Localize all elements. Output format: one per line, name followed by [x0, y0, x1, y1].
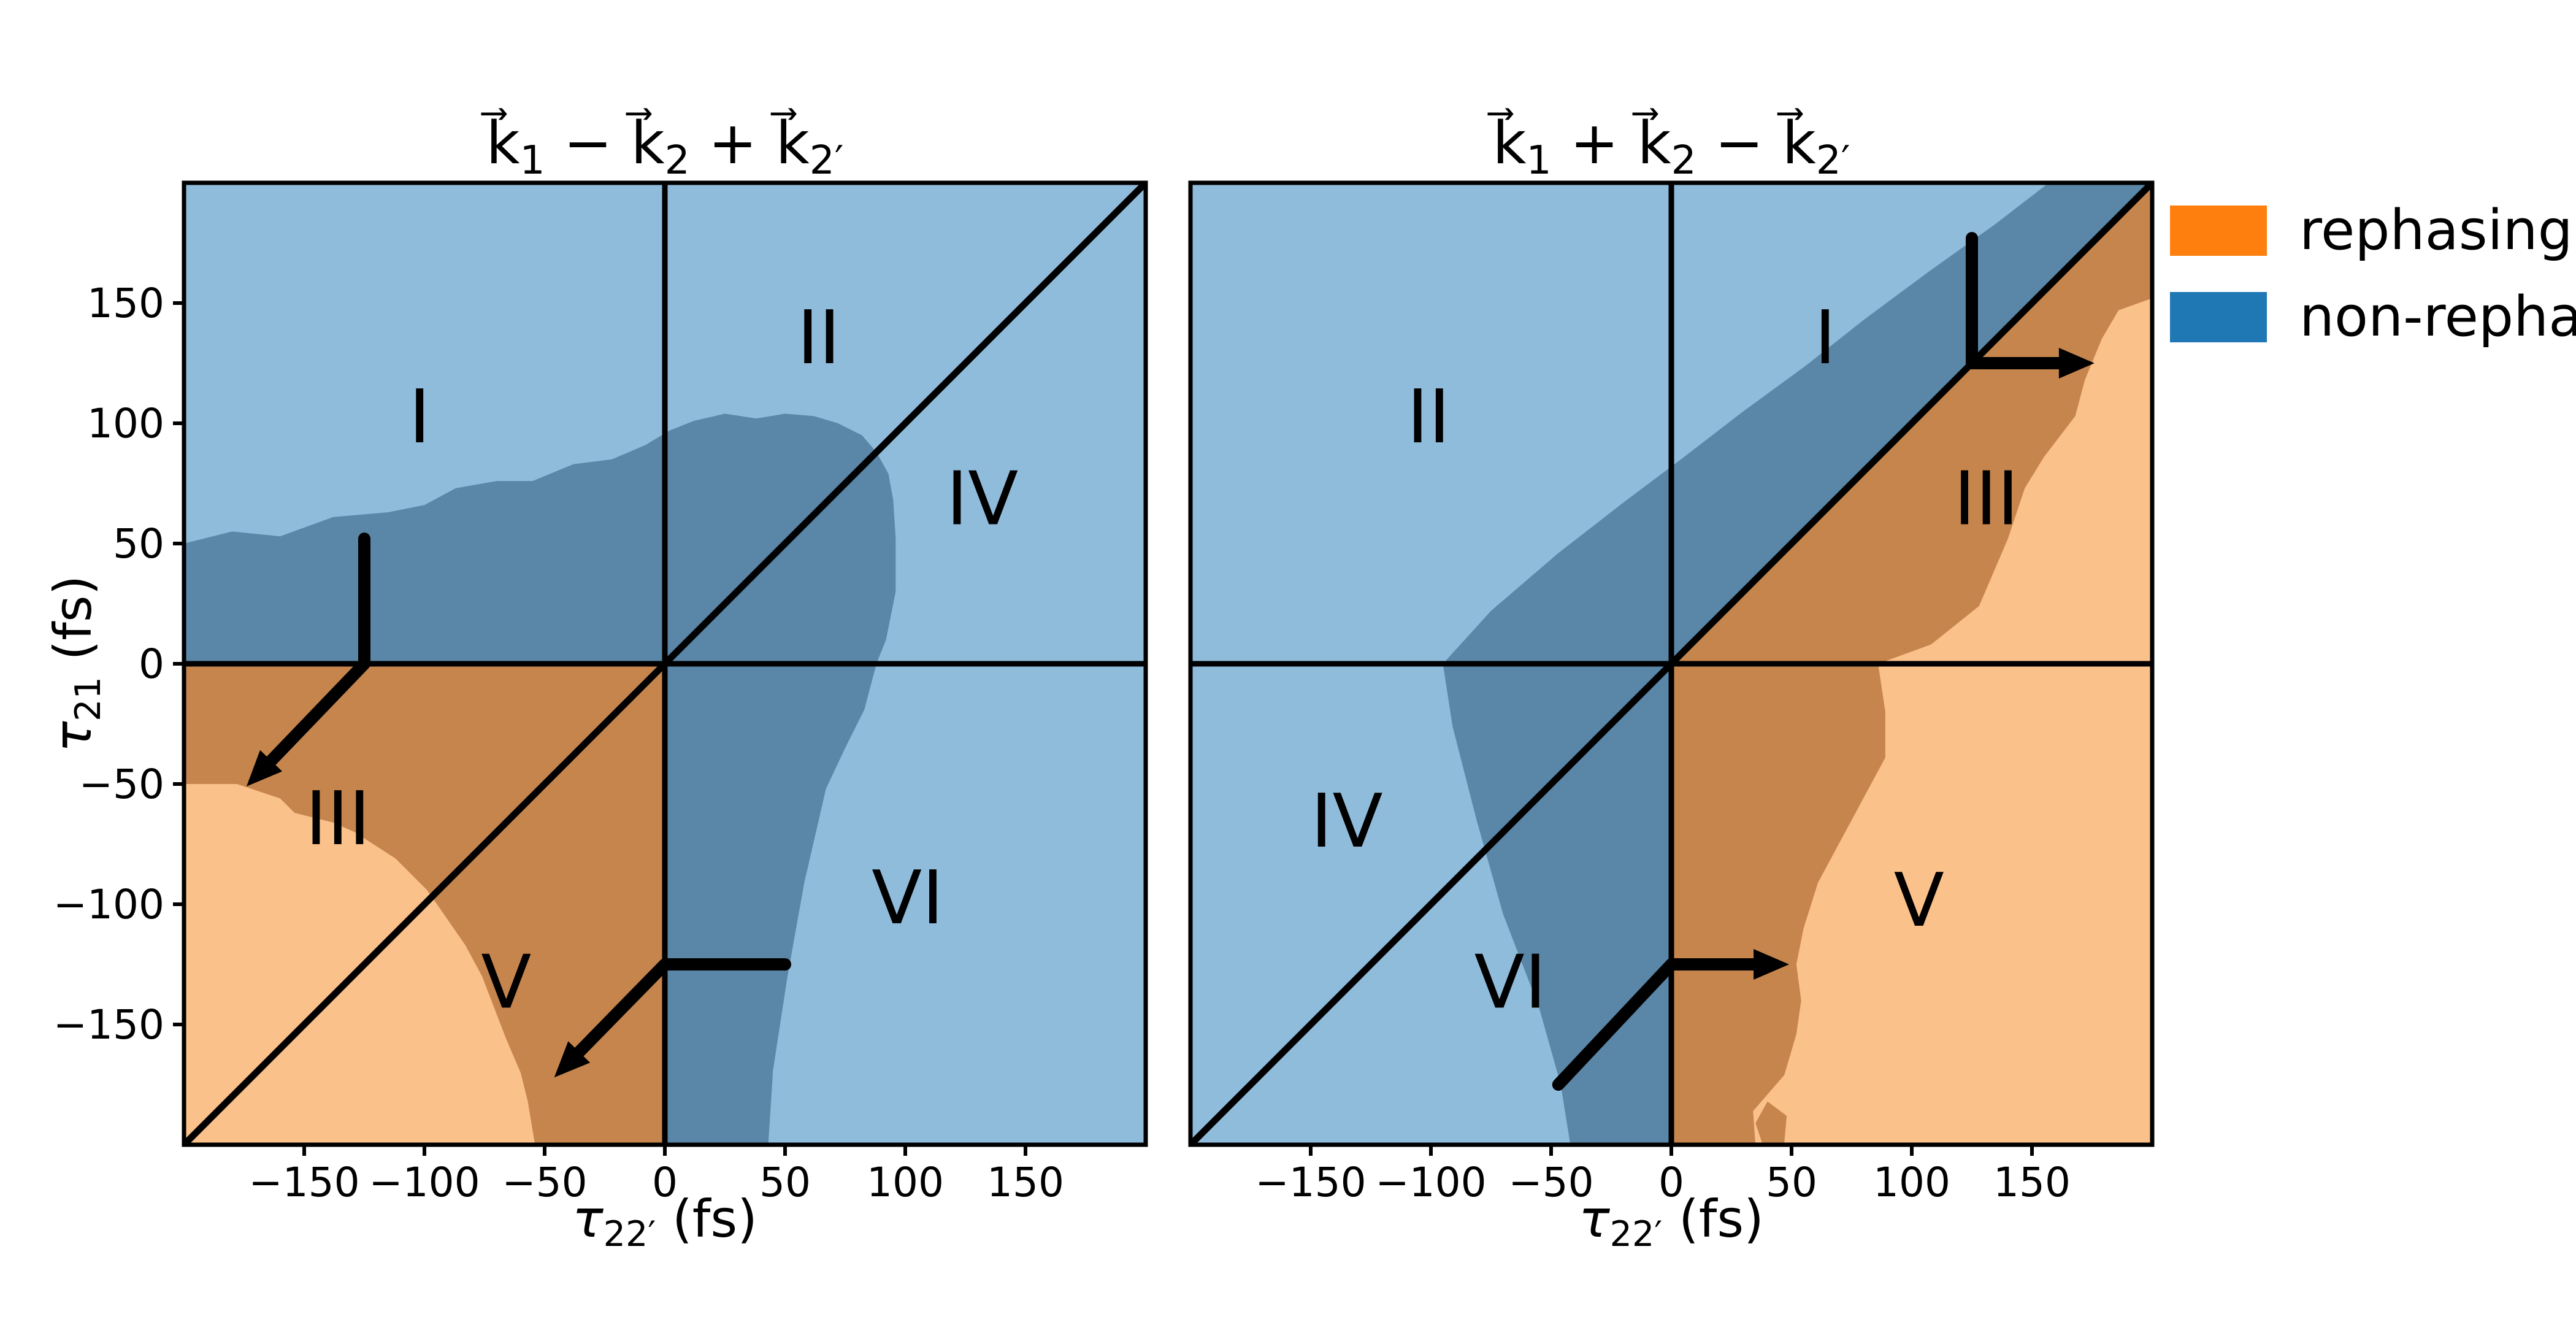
legend-item-non-rephasing: non-rephasing	[2170, 285, 2576, 349]
pulse-arrow-head	[2058, 348, 2095, 379]
pulse-arrow-head	[554, 1041, 591, 1078]
x-tick-label: 50	[1766, 1159, 1817, 1206]
legend-swatch-non-rephasing	[2170, 292, 2267, 342]
panel-title: k⃗1 − k⃗2 + k⃗2′	[481, 108, 843, 183]
region-label-IV: IV	[1311, 779, 1382, 864]
panel-left: −150 −100 −50 0 50 100 150150100500−50−100−150…	[43, 108, 1148, 1255]
region-label-III: III	[305, 777, 370, 862]
x-tick-label: 0	[652, 1159, 678, 1206]
pulse-arrow-shaft	[1552, 958, 1764, 1091]
x-tick-label: 50	[759, 1159, 811, 1206]
pulse-arrow-head	[1754, 949, 1790, 980]
legend: rephasing non-rephasing	[2170, 198, 2576, 349]
diagonal-line	[1190, 183, 2152, 1145]
panel-fills	[1190, 183, 2152, 1145]
region-label-II: II	[1407, 375, 1451, 460]
y-axis-label: τ21 (fs)	[43, 575, 109, 753]
panel-fills	[184, 183, 1146, 1145]
pulse-arrow-shaft	[262, 532, 370, 770]
pulse-arrow-head	[246, 750, 283, 786]
panel-right: −150 −100 −50 0 50 100 150 k⃗1 + k⃗2 − k⃗2′ τ22′…	[1188, 108, 2155, 1255]
x-tick-label: 150	[1993, 1159, 2071, 1206]
region-fill-dark_blue	[1443, 183, 2152, 1145]
region-label-II: II	[797, 296, 840, 381]
x-tick-label: −100	[1375, 1159, 1486, 1206]
x-tick-label: 100	[867, 1159, 944, 1206]
x-axis-label: τ22′ (fs)	[572, 1189, 757, 1255]
x-tick-label: −100	[369, 1159, 480, 1206]
pulse-arrow-shaft	[570, 958, 791, 1061]
region-label-I: I	[1814, 296, 1836, 381]
panel-title: k⃗1 + k⃗2 − k⃗2′	[1487, 108, 1850, 183]
legend-item-rephasing: rephasing	[2170, 198, 2576, 263]
region-fill-dark_orange	[1671, 183, 2152, 1145]
x-axis-label: τ22′ (fs)	[1579, 1189, 1764, 1255]
region-label-IV: IV	[946, 457, 1018, 542]
region-label-VI: VI	[1474, 940, 1546, 1025]
x-tick-label: 150	[987, 1159, 1064, 1206]
y-tick-label: 50	[113, 520, 164, 567]
x-tick-label: −150	[1255, 1159, 1366, 1206]
region-label-III: III	[1953, 457, 2018, 542]
y-tick-label: 100	[87, 400, 164, 447]
region-label-I: I	[408, 375, 430, 460]
x-tick-label: −50	[1508, 1159, 1593, 1206]
x-tick-label: 100	[1873, 1159, 1950, 1206]
legend-label-rephasing: rephasing	[2299, 198, 2573, 263]
y-tick-label: 0	[139, 640, 164, 688]
y-tick-label: −100	[53, 881, 164, 928]
y-tick-label: −50	[79, 761, 164, 808]
region-label-VI: VI	[872, 856, 943, 941]
x-tick-label: −150	[248, 1159, 359, 1206]
region-label-V: V	[481, 940, 531, 1025]
pulse-arrow-shaft	[1966, 232, 2069, 369]
y-tick-label: 150	[87, 280, 164, 327]
region-fill-dark_orange	[1755, 1101, 1787, 1145]
diagonal-line	[184, 183, 1146, 1145]
region-label-V: V	[1894, 858, 1944, 944]
legend-label-non-rephasing: non-rephasing	[2299, 285, 2576, 349]
x-tick-label: 0	[1658, 1159, 1684, 1206]
y-tick-label: −150	[53, 1001, 164, 1048]
legend-swatch-rephasing	[2170, 206, 2267, 256]
x-tick-label: −50	[502, 1159, 587, 1206]
